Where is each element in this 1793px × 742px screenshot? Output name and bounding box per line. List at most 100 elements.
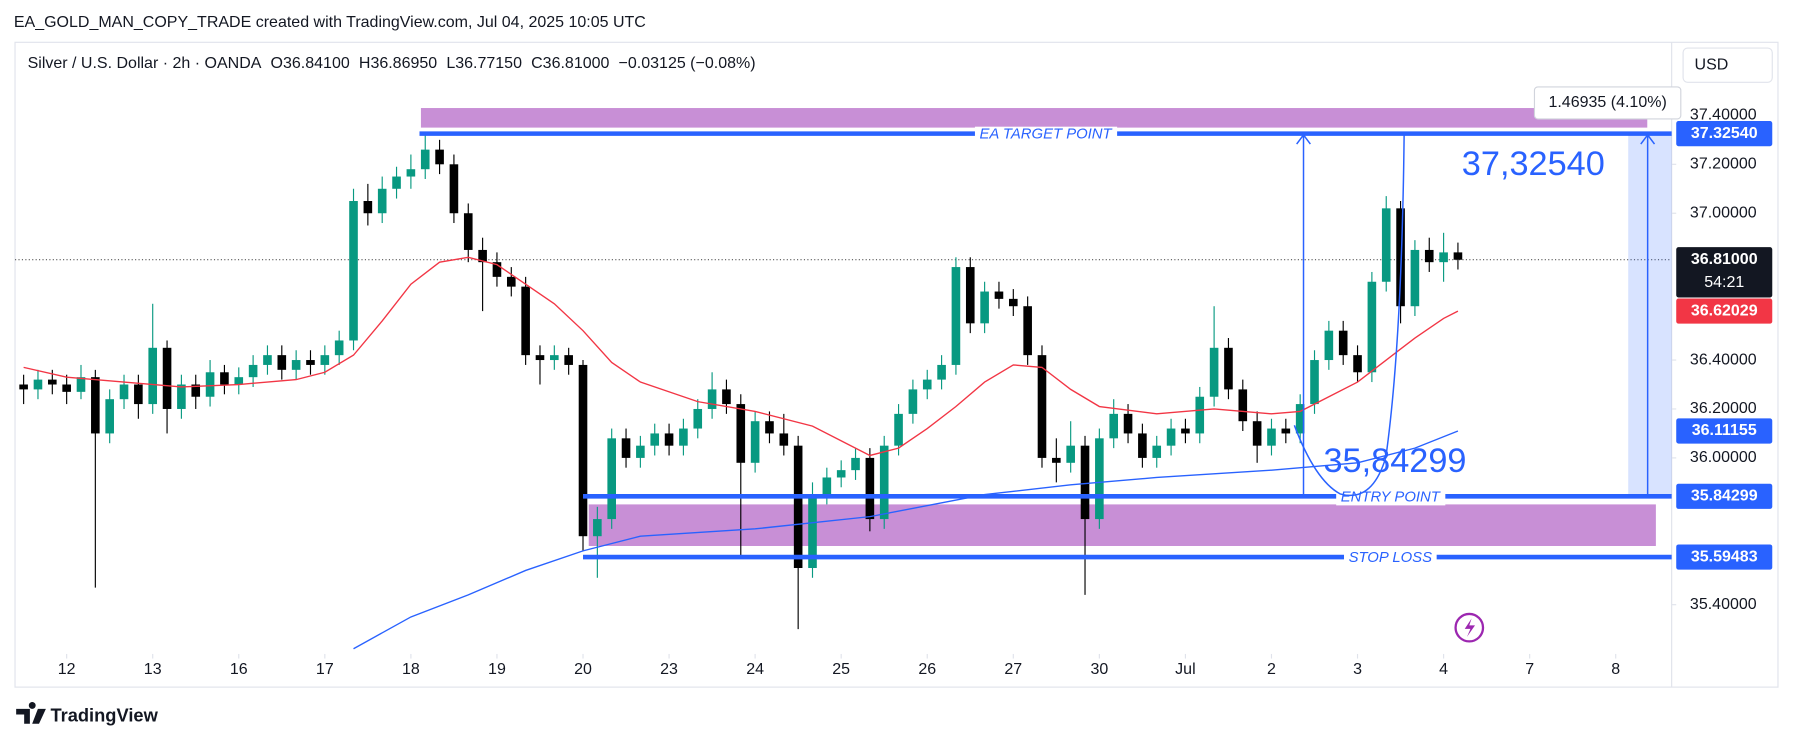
x-tick-label: 27 [1004, 661, 1022, 678]
candle-body [965, 267, 975, 324]
level-name-bg [1344, 550, 1437, 567]
candle-body [793, 445, 803, 569]
candle-body [76, 377, 86, 392]
curve [1293, 134, 1405, 497]
drawings [1293, 133, 1405, 497]
currency-label: USD [1695, 56, 1729, 73]
candle-body [1410, 249, 1420, 307]
candle-body [650, 433, 660, 446]
candle-body [119, 384, 129, 400]
ma-price-label-bg [1676, 418, 1773, 444]
candle-body [836, 470, 846, 478]
candle-body [320, 355, 330, 365]
candle-body [664, 433, 674, 446]
candle-body [1238, 389, 1248, 422]
candle-body [263, 355, 272, 365]
candle-body [564, 355, 573, 365]
candle-body [693, 408, 703, 429]
ma-price-label: 36.62029 [1691, 302, 1758, 319]
level-name-bg [1336, 489, 1446, 506]
candle-body [478, 249, 487, 263]
level-price-label: 35.84299 [1691, 488, 1758, 505]
tv-logo [16, 701, 46, 724]
candle-body [894, 413, 903, 446]
annotation: 37,32540 [1462, 145, 1605, 183]
candle-body [1138, 433, 1147, 458]
candle-body [1123, 413, 1133, 434]
measure-box-label [1533, 86, 1682, 120]
candle-body [191, 384, 201, 397]
level-price-label-bg [1676, 121, 1773, 147]
candle-body [1224, 347, 1233, 390]
candle-body [1281, 428, 1291, 434]
candle-body [234, 377, 244, 385]
x-tick-label: 3 [1353, 661, 1362, 678]
candle-body [736, 404, 746, 463]
candle-body [951, 267, 961, 365]
candle-body [420, 149, 430, 170]
chart-frame [14, 41, 1779, 688]
candle-body [291, 360, 301, 370]
x-tick-label: 30 [1090, 661, 1108, 678]
candle-body [1252, 421, 1262, 446]
candle-body [1009, 298, 1018, 307]
high: H36.86950 [359, 55, 437, 72]
candle-body [349, 201, 358, 341]
candle-body [248, 364, 258, 378]
y-tick-label: 36.20000 [1690, 400, 1757, 417]
header: EA_GOLD_MAN_COPY_TRADE created with Trad… [14, 14, 646, 31]
candle-body [1267, 428, 1276, 446]
candle-body [865, 457, 875, 520]
y-tick-label: 37.20000 [1690, 156, 1757, 173]
level-price-label-bg [1676, 544, 1773, 570]
candle-body [306, 360, 315, 365]
ma-price-label-bg [1676, 298, 1773, 324]
y-tick-label: 37.40000 [1690, 107, 1757, 124]
x-tick-label: 8 [1611, 661, 1620, 678]
measure-arrow [1640, 133, 1656, 496]
candle-body [521, 286, 530, 356]
candle-body [908, 389, 918, 414]
candle-body [750, 421, 760, 463]
zone [588, 504, 1656, 546]
alert-icon[interactable] [1454, 612, 1485, 643]
x-tick-label: 12 [58, 661, 76, 678]
x-tick-label: 17 [316, 661, 334, 678]
x-tick-label: 26 [918, 661, 936, 678]
x-tick-label: 20 [574, 661, 592, 678]
candle-body [506, 276, 516, 287]
candle-body [1080, 445, 1090, 520]
candle-body [808, 494, 817, 569]
level-name: EA TARGET POINT [980, 127, 1113, 143]
candle-body [19, 384, 28, 390]
open: O36.84100 [271, 55, 350, 72]
level-price-label: 35.59483 [1691, 548, 1758, 565]
candle-body [1095, 438, 1104, 520]
x-tick-label: 4 [1439, 661, 1448, 678]
last-price-label-countdown: 54:21 [1704, 274, 1744, 291]
x-tick-label: 16 [230, 661, 248, 678]
candle-body [1037, 355, 1047, 458]
candle-body [492, 262, 502, 277]
candle-body [1424, 249, 1434, 263]
currency-button[interactable] [1682, 47, 1773, 83]
candle-body [851, 457, 860, 471]
candle-body [1209, 347, 1219, 397]
candle-body [449, 164, 459, 214]
candle-body [392, 176, 401, 189]
candle-body [1367, 281, 1377, 373]
y-tick-label: 37.00000 [1690, 204, 1757, 221]
level-price-label-bg [1676, 483, 1773, 509]
candle-body [636, 445, 645, 458]
x-tick-label: 25 [832, 661, 850, 678]
candle-body [134, 384, 143, 405]
candle-body [1453, 252, 1463, 260]
x-tick-label: 24 [746, 661, 764, 678]
legend: Silver / U.S. Dollar · 2h · OANDA O36.841… [28, 55, 756, 72]
candle-body [779, 433, 789, 446]
candle-body [48, 379, 57, 385]
x-tick-label: 13 [144, 661, 162, 678]
candle-body [220, 372, 229, 385]
candle-body [205, 372, 215, 397]
level-name: STOP LOSS [1349, 550, 1432, 566]
